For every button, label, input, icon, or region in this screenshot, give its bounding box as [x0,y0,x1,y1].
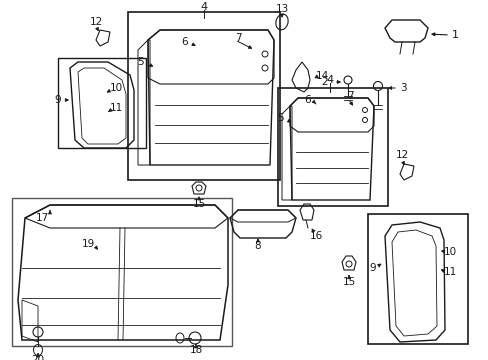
Text: 17: 17 [35,213,48,223]
Text: 6: 6 [182,37,188,47]
Text: 3: 3 [399,83,406,93]
Text: 9: 9 [369,263,376,273]
Text: 7: 7 [234,33,241,43]
Bar [58,58,146,148]
Bar [128,12,280,180]
Text: 14: 14 [315,71,328,81]
Text: 10: 10 [443,247,456,257]
Text: 4: 4 [200,2,207,12]
Bar [12,198,231,346]
Text: 2: 2 [321,77,327,87]
Text: 11: 11 [109,103,122,113]
Text: 10: 10 [109,83,122,93]
Text: 7: 7 [346,91,353,101]
Text: 11: 11 [443,267,456,277]
Text: 12: 12 [395,150,408,160]
Text: 15: 15 [342,277,355,287]
Text: 8: 8 [254,241,261,251]
Text: 1: 1 [450,30,458,40]
Text: 6: 6 [304,95,311,105]
Text: 20: 20 [31,355,44,360]
Text: 12: 12 [89,17,102,27]
Bar [278,88,387,206]
Text: 18: 18 [189,345,202,355]
Text: 5: 5 [276,113,283,123]
Text: 16: 16 [309,231,322,241]
Text: 5: 5 [137,57,143,67]
Text: 19: 19 [81,239,95,249]
Text: 13: 13 [275,4,288,14]
Text: 15: 15 [192,199,205,209]
Bar [367,214,467,344]
Text: 9: 9 [55,95,61,105]
Text: 4: 4 [326,75,333,85]
